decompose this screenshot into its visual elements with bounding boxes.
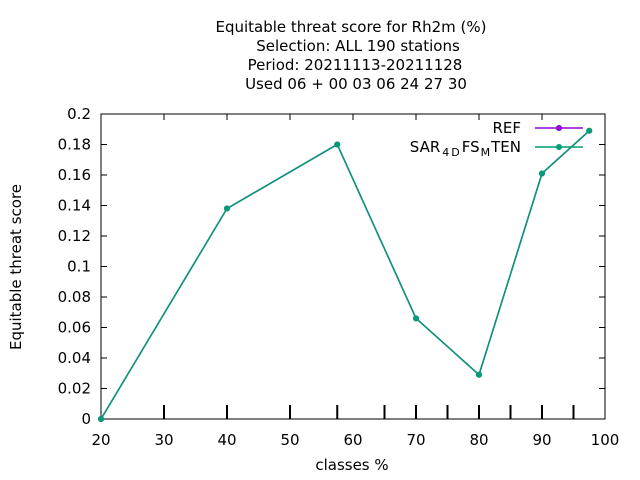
series-line-0 (100, 130, 590, 420)
chart-title-line-4: Used 06 + 00 03 06 24 27 30 (245, 75, 467, 93)
chart-title-line-3: Period: 20211113-20211128 (248, 56, 463, 74)
y-tick-label: 0.08 (58, 288, 91, 306)
y-tick-label: 0.1 (67, 258, 91, 276)
legend-label-sar: SAR 4 D FSMTEN (410, 138, 521, 159)
data-point (224, 205, 230, 212)
data-point (539, 170, 545, 177)
y-tick-label: 0.02 (58, 380, 91, 398)
legend-label-sar-sub-2: D (451, 146, 459, 159)
series-line-1 (100, 130, 590, 420)
plot-frame (100, 113, 606, 420)
data-point (334, 141, 341, 148)
y-tick-label: 0.14 (58, 197, 91, 215)
y-tick-label: 0.18 (58, 136, 91, 154)
data-point (98, 416, 104, 422)
y-tick-label: 0.16 (58, 166, 91, 184)
x-tick-label: 70 (406, 431, 425, 449)
x-tick-label: 40 (217, 431, 236, 449)
x-tick-label: 90 (532, 431, 551, 449)
x-axis-ticks: 20 30 40 50 60 70 80 90 100 (91, 114, 619, 449)
chart-title-line-2: Selection: ALL 190 stations (256, 37, 460, 55)
y-tick-label: 0.12 (58, 227, 91, 245)
x-tick-label: 60 (343, 431, 362, 449)
y-axis-label: Equitable threat score (7, 184, 25, 350)
y-axis-ticks: 0 0.02 0.04 0.06 0.08 0.1 0.12 0.14 0.16 0.18 0.2 (58, 105, 605, 428)
legend-label-ref: REF (492, 119, 521, 137)
x-tick-label: 100 (591, 431, 620, 449)
x-tick-label: 30 (154, 431, 173, 449)
series-layer (98, 127, 593, 422)
chart-title-line-1: Equitable threat score for Rh2m (%) (215, 18, 486, 36)
x-tick-label: 20 (91, 431, 110, 449)
x-tick-label: 50 (280, 431, 299, 449)
y-tick-label: 0.2 (67, 105, 91, 123)
legend-label-sar-sub-3: M (481, 146, 491, 159)
legend-label-sar-part-1: SAR (410, 138, 440, 156)
data-point (413, 315, 419, 322)
legend-marker (556, 144, 562, 150)
legend-marker (556, 125, 562, 131)
y-tick-label: 0.06 (58, 319, 91, 337)
legend: REF SAR 4 D FSMTEN (410, 119, 583, 159)
y-tick-label: 0 (81, 410, 91, 428)
y-tick-label: 0.04 (58, 349, 91, 367)
bottom-tick-marks (163, 405, 575, 419)
legend-label-sar-part-3: TEN (490, 138, 521, 156)
data-point (586, 127, 593, 134)
x-axis-label: classes % (315, 456, 388, 474)
data-point (476, 371, 482, 378)
x-tick-label: 80 (469, 431, 488, 449)
legend-label-sar-sub-1: 4 (442, 146, 449, 159)
legend-label-sar-part-2: FS (462, 138, 480, 156)
